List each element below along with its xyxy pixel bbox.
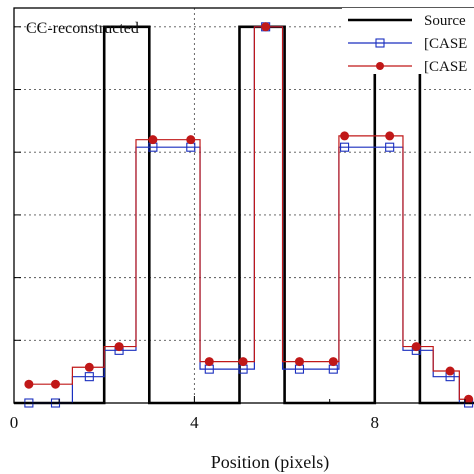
data-point	[328, 357, 338, 367]
data-point	[445, 366, 455, 376]
data-point	[385, 142, 395, 152]
data-point	[385, 131, 395, 141]
x-tick-label: 8	[371, 413, 380, 432]
data-point	[464, 394, 474, 404]
data-point	[238, 357, 248, 367]
data-point	[114, 342, 124, 352]
x-tick-label: 4	[190, 413, 199, 432]
plot-frame	[13, 7, 474, 404]
data-point	[186, 135, 196, 145]
legend-label: [CASE	[424, 59, 467, 75]
data-point	[50, 379, 60, 389]
legend-label: Source	[424, 13, 466, 29]
x-axis-label: Position (pixels)	[211, 452, 330, 473]
series-3-line	[28, 26, 469, 400]
data-point	[294, 357, 304, 367]
data-point	[84, 372, 94, 382]
legend-label: [CASE	[424, 36, 467, 52]
legend-swatch-marker	[376, 62, 384, 70]
data-point	[340, 142, 350, 152]
x-tick-label: 0	[10, 413, 19, 432]
data-point	[261, 22, 271, 32]
ticks: 0 4 8	[10, 26, 466, 432]
data-point	[24, 379, 34, 389]
data-point	[84, 362, 94, 372]
data-point	[340, 131, 350, 141]
series-3	[24, 22, 474, 404]
legend-swatch-marker	[375, 38, 385, 48]
legend: Source [CASE [CASE	[342, 8, 474, 75]
data-point	[204, 357, 214, 367]
data-point	[411, 342, 421, 352]
annotation-label: CC-reconstructed	[26, 20, 139, 37]
data-point	[148, 135, 158, 145]
